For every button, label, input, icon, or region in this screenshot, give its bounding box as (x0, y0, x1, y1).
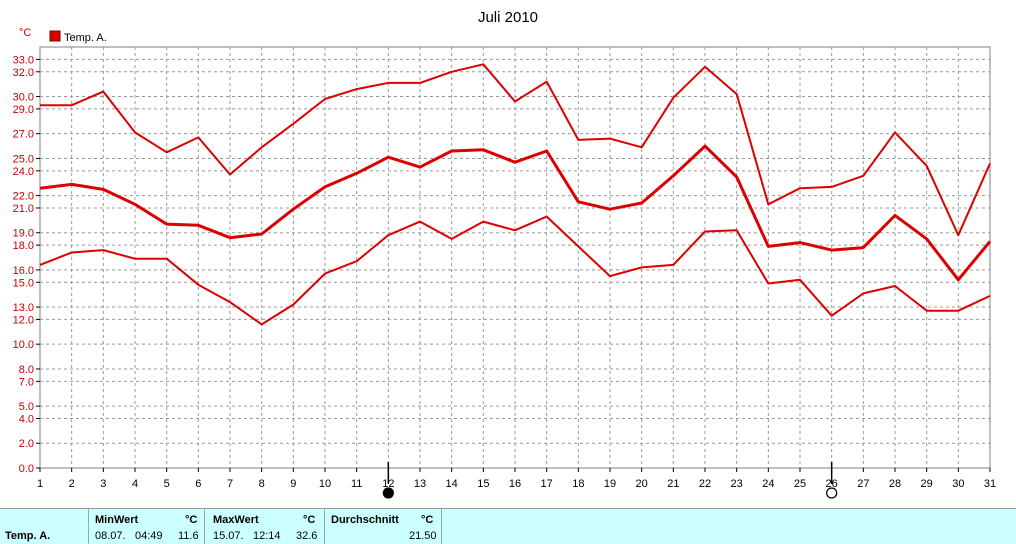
temperature-chart: Juli 2010 °C Temp. A. 0.0 2.0 4.05.0 7.08.0… (13, 9, 996, 499)
x-tick-label: 19 (604, 478, 616, 490)
y-tick-label: 7.0 (19, 376, 34, 388)
legend-swatch (49, 30, 61, 42)
y-tick-label: 0.0 (19, 463, 34, 475)
y-tick-label: 24.0 (13, 166, 34, 178)
x-tick-label: 22 (699, 478, 711, 490)
y-tick-label: 21.0 (13, 203, 34, 215)
series-line-1 (39, 144, 992, 282)
x-tick-label: 31 (984, 478, 996, 490)
stats-row-label: Temp. A. (5, 530, 51, 542)
max-value: 32.6 (296, 530, 318, 542)
x-tick-label: 21 (667, 478, 679, 490)
chart-title: Juli 2010 (478, 9, 538, 26)
new-moon-icon (382, 487, 394, 499)
max-time: 12:14 (253, 530, 281, 542)
y-tick-label: 15.0 (13, 277, 34, 289)
x-tick-label: 6 (195, 478, 201, 490)
y-tick-label: 29.0 (13, 104, 34, 116)
x-tick-label: 1 (37, 478, 43, 490)
min-header: MinWert (95, 514, 139, 526)
x-tick-label: 29 (921, 478, 933, 490)
y-tick-label: 5.0 (19, 401, 34, 413)
x-tick-label: 24 (762, 478, 774, 490)
x-tick-label: 18 (572, 478, 584, 490)
min-date: 08.07. (95, 530, 126, 542)
y-tick-label: 8.0 (19, 364, 34, 376)
y-tick-label: 18.0 (13, 240, 34, 252)
y-tick-label: 16.0 (13, 265, 34, 277)
x-tick-label: 10 (319, 478, 331, 490)
y-axis-unit: °C (19, 27, 31, 39)
x-tick-label: 15 (477, 478, 489, 490)
min-time: 04:49 (135, 530, 163, 542)
y-tick-label: 27.0 (13, 129, 34, 141)
y-tick-label: 10.0 (13, 339, 34, 351)
y-tick-label: 2.0 (19, 438, 34, 450)
max-unit: °C (303, 514, 316, 526)
max-header: MaxWert (213, 514, 259, 526)
x-tick-label: 8 (259, 478, 265, 490)
x-tick-label: 23 (731, 478, 743, 490)
y-tick-label: 30.0 (13, 92, 34, 104)
x-tick-label: 30 (952, 478, 964, 490)
series-line-2 (39, 215, 991, 326)
series-line-0 (40, 63, 991, 237)
avg-unit: °C (421, 514, 434, 526)
x-tick-label: 7 (227, 478, 233, 490)
avg-header: Durchschnitt (331, 514, 399, 526)
y-tick-label: 32.0 (13, 67, 34, 79)
x-tick-label: 11 (351, 478, 362, 490)
x-tick-label: 14 (446, 478, 458, 490)
x-tick-label: 20 (636, 478, 648, 490)
legend-label: Temp. A. (64, 32, 107, 44)
x-tick-label: 27 (857, 478, 869, 490)
y-tick-label: 12.0 (13, 314, 34, 326)
x-tick-label: 5 (164, 478, 170, 490)
stats-panel: Temp. A. MinWert °C 08.07. 04:49 11.6 Ma… (0, 508, 1016, 544)
y-tick-label: 25.0 (13, 153, 34, 165)
y-tick-label: 13.0 (13, 302, 34, 314)
min-unit: °C (185, 514, 198, 526)
x-tick-label: 16 (509, 478, 521, 490)
x-tick-label: 3 (100, 478, 106, 490)
y-tick-label: 22.0 (13, 191, 34, 203)
avg-value: 21.50 (409, 530, 437, 542)
x-tick-label: 13 (414, 478, 426, 490)
x-tick-label: 28 (889, 478, 901, 490)
x-tick-label: 17 (541, 478, 553, 490)
x-tick-label: 25 (794, 478, 806, 490)
x-tick-label: 2 (69, 478, 75, 490)
y-tick-label: 19.0 (13, 228, 34, 240)
min-value: 11.6 (178, 530, 199, 542)
y-tick-label: 4.0 (19, 413, 34, 425)
max-date: 15.07. (213, 530, 244, 542)
full-moon-icon (826, 487, 838, 499)
x-tick-label: 4 (132, 478, 138, 490)
x-tick-label: 9 (290, 478, 296, 490)
y-tick-label: 33.0 (13, 54, 34, 66)
